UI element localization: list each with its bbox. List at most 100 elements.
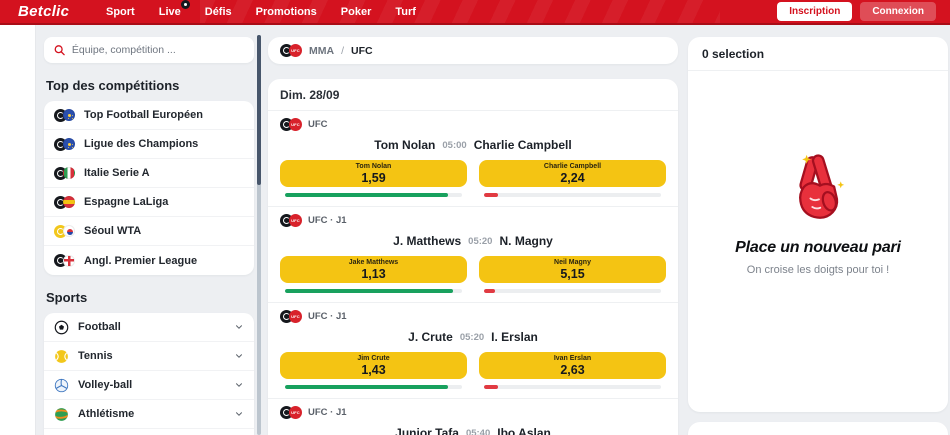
sports-list: Football Tennis Volley-ball Athlétisme B… [44, 313, 254, 435]
sidebar-item-tennis[interactable]: Tennis [44, 342, 254, 371]
sidebar-scrollbar-thumb[interactable] [257, 35, 261, 185]
competition-label: Top Football Européen [84, 109, 203, 121]
sidebar: Top des compétitions Top Football Europé… [36, 25, 268, 435]
main-content: UFC MMA / UFC Dim. 28/09 UFC UFC Tom Nol… [268, 25, 678, 435]
match-row[interactable]: UFC UFC · J1 J. Matthews 05:20 N. Magny … [268, 207, 678, 303]
breadcrumb-sport[interactable]: MMA [309, 44, 335, 57]
main-nav: Sport Live Défis Promotions Poker Turf [106, 0, 416, 18]
competitions-list: Top Football Européen Ligue des Champion… [44, 101, 254, 275]
sport-label: Tennis [78, 350, 113, 362]
league-label: UFC · J1 [308, 311, 347, 322]
odds-value: 2,63 [560, 362, 585, 377]
search-input[interactable] [71, 44, 244, 56]
ufc-league-icon: UFC [280, 118, 302, 131]
possible-gains-footer: Gains possibles 0,00 € [688, 422, 948, 435]
events-card: Dim. 28/09 UFC UFC Tom Nolan 05:00 Charl… [268, 79, 678, 435]
odds-value: 1,43 [361, 362, 386, 377]
betslip-empty-state: Place un nouveau pari On croise les doig… [688, 71, 948, 412]
competition-label: Ligue des Champions [84, 138, 199, 150]
search-box[interactable] [44, 37, 254, 63]
match-row[interactable]: UFC UFC · J1 Junior Tafa 05:40 Ibo Aslan [268, 399, 678, 435]
italy-competition-icon [54, 166, 75, 180]
away-fighter-name: I. Erslan [491, 330, 538, 344]
sidebar-item-ligue-des-champions[interactable]: Ligue des Champions [44, 130, 254, 159]
bet-share-bar-home [285, 385, 462, 389]
odds-button-away[interactable]: Neil Magny 5,15 [479, 256, 666, 283]
left-rail [0, 25, 36, 435]
odds-label: Tom Nolan [355, 162, 392, 170]
odds-button-away[interactable]: Charlie Campbell 2,24 [479, 160, 666, 187]
odds-label: Jake Matthews [348, 258, 399, 266]
home-fighter-name: J. Crute [408, 330, 453, 344]
breadcrumb-separator: / [341, 44, 344, 57]
chevron-down-icon[interactable] [234, 380, 244, 390]
sidebar-item-volleyball[interactable]: Volley-ball [44, 371, 254, 400]
login-button[interactable]: Connexion [860, 2, 936, 21]
sidebar-item-football[interactable]: Football [44, 313, 254, 342]
spain-competition-icon [54, 195, 75, 209]
topbar-actions: Inscription Connexion [777, 2, 936, 21]
chevron-down-icon[interactable] [234, 409, 244, 419]
betslip-card: 0 selection Place un nouveau pari On cro… [688, 37, 948, 412]
betslip-empty-subtitle: On croise les doigts pour toi ! [746, 263, 890, 276]
sidebar-item-angl-premier-league[interactable]: Angl. Premier League [44, 246, 254, 275]
sport-label: Football [78, 321, 121, 333]
betslip-empty-title: Place un nouveau pari [735, 238, 901, 256]
nav-item-defis[interactable]: Défis [204, 5, 232, 18]
sidebar-item-baseball[interactable]: Baseball [44, 429, 254, 435]
odds-value: 2,24 [560, 170, 585, 185]
odds-label: Neil Magny [554, 258, 591, 266]
competition-label: Espagne LaLiga [84, 196, 169, 208]
sidebar-item-seoul-wta[interactable]: Séoul WTA [44, 217, 254, 246]
ufc-league-icon: UFC [280, 310, 302, 323]
breadcrumb[interactable]: UFC MMA / UFC [268, 37, 678, 64]
competitions-section-title: Top des compétitions [46, 78, 180, 93]
odds-label: Charlie Campbell [543, 162, 602, 170]
away-fighter-name: N. Magny [499, 234, 553, 248]
nav-item-sport[interactable]: Sport [106, 5, 135, 18]
match-row[interactable]: UFC UFC · J1 J. Crute 05:20 I. Erslan Ji… [268, 303, 678, 399]
bet-share-bar-home [285, 289, 462, 293]
europe-competition-icon [54, 137, 75, 151]
odds-button-home[interactable]: Jim Crute 1,43 [280, 352, 467, 379]
sidebar-item-athletisme[interactable]: Athlétisme [44, 400, 254, 429]
sport-label: Volley-ball [78, 379, 133, 391]
signup-button[interactable]: Inscription [777, 2, 853, 21]
tennis-icon [54, 349, 69, 364]
nav-item-live[interactable]: Live [159, 0, 190, 18]
chevron-down-icon[interactable] [234, 322, 244, 332]
odds-button-home[interactable]: Tom Nolan 1,59 [280, 160, 467, 187]
sidebar-item-top-football-europeen[interactable]: Top Football Européen [44, 101, 254, 130]
sport-label: Athlétisme [78, 408, 135, 420]
home-fighter-name: Junior Tafa [395, 426, 459, 435]
competition-label: Angl. Premier League [84, 254, 198, 267]
sidebar-scrollbar-track[interactable] [257, 35, 261, 435]
ufc-league-icon: UFC [280, 214, 302, 227]
betslip-panel: 0 selection Place un nouveau pari On cro… [688, 25, 948, 435]
nav-item-turf[interactable]: Turf [395, 5, 416, 18]
sidebar-item-italie-serie-a[interactable]: Italie Serie A [44, 159, 254, 188]
betclic-logo[interactable]: Betclic [18, 3, 70, 20]
league-label: UFC · J1 [308, 407, 347, 418]
nav-item-promotions[interactable]: Promotions [255, 5, 317, 18]
home-fighter-name: Tom Nolan [374, 138, 436, 152]
nav-item-poker[interactable]: Poker [340, 5, 372, 18]
chevron-down-icon[interactable] [234, 351, 244, 361]
match-row[interactable]: UFC UFC Tom Nolan 05:00 Charlie Campbell… [268, 111, 678, 207]
league-label: UFC [308, 119, 328, 130]
sidebar-item-espagne-laliga[interactable]: Espagne LaLiga [44, 188, 254, 217]
live-badge-icon [180, 0, 190, 9]
bet-share-bar-home [285, 193, 462, 197]
volleyball-icon [54, 378, 69, 393]
home-fighter-name: J. Matthews [393, 234, 462, 248]
match-time: 05:40 [465, 427, 491, 435]
odds-button-away[interactable]: Ivan Erslan 2,63 [479, 352, 666, 379]
match-time: 05:20 [468, 235, 493, 247]
odds-button-home[interactable]: Jake Matthews 1,13 [280, 256, 467, 283]
competition-label: Séoul WTA [84, 225, 142, 237]
bet-share-bar-away [484, 385, 661, 389]
ufc-league-icon: UFC [280, 406, 302, 419]
mma-ufc-icon: UFC [280, 44, 302, 57]
breadcrumb-competition[interactable]: UFC [351, 44, 373, 57]
away-fighter-name: Ibo Aslan [497, 426, 551, 435]
